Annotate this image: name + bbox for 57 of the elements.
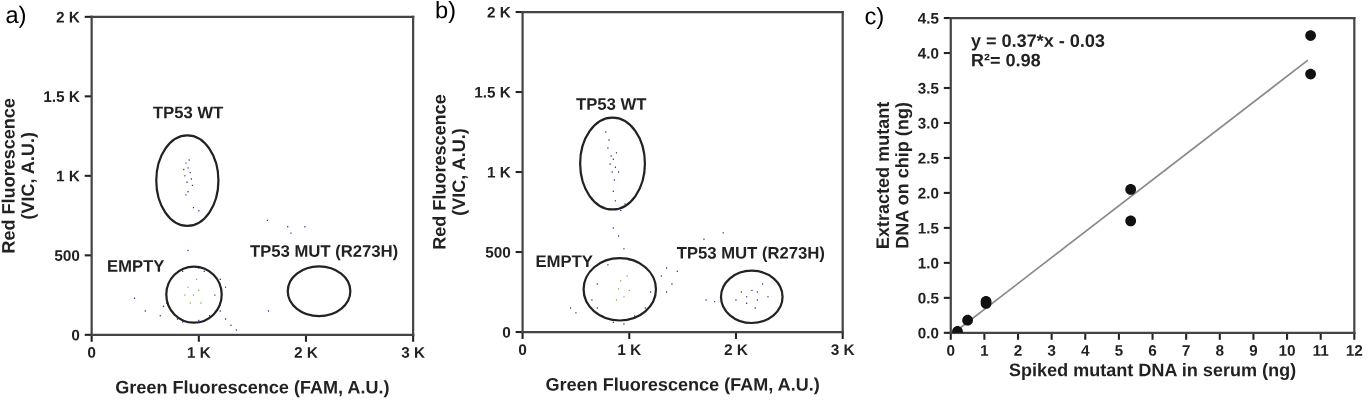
y-tick-label: 1.5 K [44, 91, 80, 103]
y-tick-label: 1.0 [918, 257, 939, 269]
x-tick-label: 8 [1216, 345, 1224, 356]
x-tick-label: 12 [1346, 345, 1363, 356]
x-tick-label: 0 [88, 347, 96, 358]
x-tick-label: 2 K [294, 347, 318, 358]
y-tick-label: 2.0 [918, 187, 939, 199]
y-tick-label: 3.0 [918, 117, 939, 129]
y-tick-label: 3.5 [918, 82, 939, 94]
y-axis-title: Extracted mutant DNA on chip (ng) [875, 101, 913, 248]
chart-title: c) [865, 7, 883, 30]
y-tick-label: 4.5 [917, 13, 939, 24]
x-tick-label: 1 [981, 345, 989, 356]
x-tick-label: 9 [1249, 345, 1258, 356]
x-tick-label: 11 [1313, 345, 1329, 356]
y-tick-label: 1 K [487, 167, 511, 178]
chart-title: b) [436, 1, 455, 24]
annotation: TP53 MUT (R273H) [250, 244, 398, 261]
y-tick-label: 4.0 [917, 47, 939, 59]
annotation: EMPTY [536, 255, 593, 267]
x-tick-label: 1 K [187, 347, 211, 358]
annotation: TP53 WT [153, 106, 224, 119]
y-tick-label: 0.0 [918, 327, 939, 339]
x-tick-label: 1 K [618, 344, 642, 355]
x-tick-label: 3 K [831, 344, 855, 356]
x-tick-label: 5 [1115, 345, 1123, 356]
x-tick-label: 7 [1182, 345, 1190, 356]
y-tick-label: 0.5 [918, 292, 939, 304]
y-tick-label: 2 K [487, 6, 511, 18]
x-axis-title: Green Fluorescence (FAM, A.U.) [546, 377, 819, 395]
y-tick-label: 0 [502, 326, 511, 338]
x-tick-label: 3 [1047, 345, 1056, 356]
x-tick-label: 4 [1081, 345, 1090, 356]
y-tick-label: 500 [54, 250, 80, 262]
y-axis-title: Red Fluorescence (VIC, A.U.) [1, 98, 38, 253]
x-tick-label: 0 [518, 344, 527, 356]
x-tick-label: 2 [1014, 345, 1022, 356]
y-tick-label: 500 [485, 246, 511, 258]
x-tick-label: 6 [1148, 345, 1157, 356]
x-tick-label: 3 K [401, 347, 425, 358]
chart-title: a) [6, 5, 25, 28]
y-tick-label: 1 K [57, 170, 80, 182]
y-tick-label: 2 K [56, 11, 80, 23]
y-tick-label: 0 [71, 329, 80, 341]
x-axis-title: Spiked mutant DNA in serum (ng) [1009, 363, 1296, 380]
y-tick-label: 2.5 [918, 152, 939, 164]
annotation: TP53 WT [576, 98, 647, 110]
annotation: y = 0.37*x - 0.03 R²= 0.98 [971, 34, 1105, 67]
y-tick-label: 1.5 K [475, 87, 511, 98]
annotation: TP53 MUT (R273H) [676, 246, 825, 263]
x-tick-label: 10 [1279, 345, 1295, 356]
x-tick-label: 2 K [724, 344, 748, 355]
y-tick-label: 1.5 [918, 222, 939, 234]
x-axis-title: Green Fluorescence (FAM, A.U.) [116, 380, 389, 398]
y-axis-title: Red Fluorescence (VIC, A.U.) [432, 94, 469, 249]
annotation: EMPTY [108, 260, 165, 272]
x-tick-label: 0 [947, 345, 955, 356]
